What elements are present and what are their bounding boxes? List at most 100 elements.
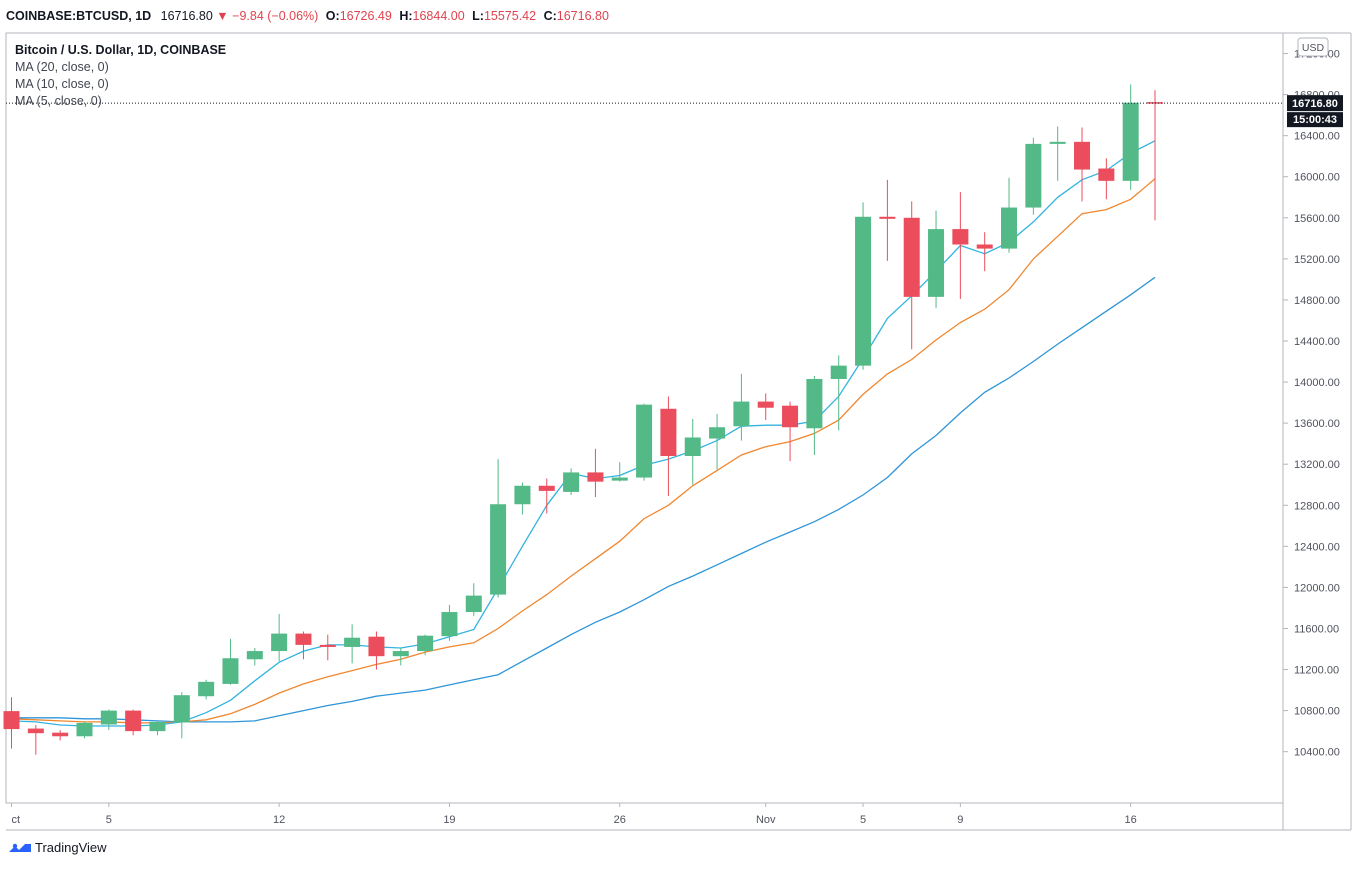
candle-body [879,216,896,219]
interval[interactable]: 1D [135,9,152,23]
brand-name: TradingView [35,840,107,855]
candle-body [563,472,580,492]
ma5-line [11,140,1156,727]
x-tick-label: 26 [614,814,626,826]
candle-body [198,681,215,697]
candle [52,730,69,741]
candle-body [782,405,799,428]
candle [149,720,166,736]
open-value: 16726.49 [339,9,392,23]
y-tick-label: 12400.00 [1294,541,1340,553]
candle-body [928,229,945,297]
price-change: −9.84 (−0.06%) [232,9,319,23]
brand-footer[interactable]: TradingView [8,840,107,855]
candle [490,459,507,598]
candle [587,448,604,498]
candle-body [3,711,20,730]
candle-body [855,216,872,366]
candlesticks [3,84,1164,755]
candle [1001,177,1018,253]
candle-body [611,477,628,481]
change-arrow-icon: ▼ [216,9,229,23]
candle [1074,127,1091,202]
symbol-name[interactable]: COINBASE:BTCUSD [6,9,129,23]
candle [246,647,263,666]
x-tick-label: 12 [273,814,285,826]
candle [76,721,93,739]
candle [368,631,385,670]
chart-legend: Bitcoin / U.S. Dollar, 1D, COINBASE MA (… [15,42,226,110]
candle-body [392,651,409,657]
x-tick-label: 19 [443,814,455,826]
candle-body [952,229,969,245]
candle-body [806,378,823,429]
candle [611,462,628,482]
chart-axes: 10400.00 10800.00 11200.00 11600.00 12000.00… [5,32,1352,831]
candle-body [319,644,336,647]
candle-body [976,244,993,249]
x-tick-label: 16 [1125,814,1137,826]
countdown-tag [1287,112,1343,128]
candle-body [52,732,69,737]
candle [563,468,580,495]
candle [125,709,142,736]
candle [198,679,215,700]
candle [271,614,288,662]
candle [976,232,993,272]
candle [928,210,945,309]
currency-badge [1297,37,1329,57]
candle [1147,90,1164,221]
candle [295,631,312,660]
x-tick-label: Nov [756,814,776,826]
candle-body [587,472,604,482]
last-price: 16716.80 [160,9,213,23]
candle [441,604,458,641]
candle-body [344,637,361,647]
candle [27,724,44,755]
candle-body [903,217,920,297]
candle [709,413,726,470]
candle [100,709,117,731]
candle [3,697,20,749]
legend-ma20[interactable]: MA (20, close, 0) [15,60,109,74]
candle-body [1049,141,1066,144]
moving-average-lines [11,140,1156,727]
y-tick-label: 14400.00 [1294,336,1340,348]
candle-body [514,485,531,505]
candle-body [660,408,677,456]
y-tick-label: 14000.00 [1294,377,1340,389]
candle-body [246,651,263,660]
last-price-tag-label: 16716.80 [1292,98,1338,110]
legend-ma5[interactable]: MA (5, close, 0) [15,94,102,108]
last-price-tag [1287,95,1343,112]
candle [733,373,750,441]
y-tick-label: 12800.00 [1294,500,1340,512]
x-tick-label: ct [12,814,21,826]
candle [952,192,969,299]
close-label: C: [543,9,557,23]
y-tick-label: 16400.00 [1294,131,1340,143]
y-tick-label: 16000.00 [1294,172,1340,184]
x-tick-label: 5 [106,814,112,826]
candle [1098,158,1115,200]
y-tick-label: 15200.00 [1294,254,1340,266]
legend-title[interactable]: Bitcoin / U.S. Dollar, 1D, COINBASE [15,43,227,57]
candle [1049,126,1066,181]
x-tick-label: 9 [957,814,963,826]
y-tick-label: 11600.00 [1294,623,1339,635]
candle-body [1122,102,1139,181]
y-tick-label: 12000.00 [1294,582,1340,594]
low-label: L: [472,9,484,23]
candle [806,375,823,455]
currency-label: USD [1302,42,1325,54]
symbol-header: COINBASE:BTCUSD, 1D 16716.80 ▼ −9.84 (−0… [6,9,609,23]
candle [757,393,774,421]
candle-body [733,401,750,427]
candle [392,647,409,666]
legend-ma10[interactable]: MA (10, close, 0) [15,77,109,91]
candle [782,401,799,462]
countdown-label: 15:00:43 [1293,114,1337,126]
y-tick-label: 15600.00 [1294,213,1340,225]
candle-body [368,636,385,657]
